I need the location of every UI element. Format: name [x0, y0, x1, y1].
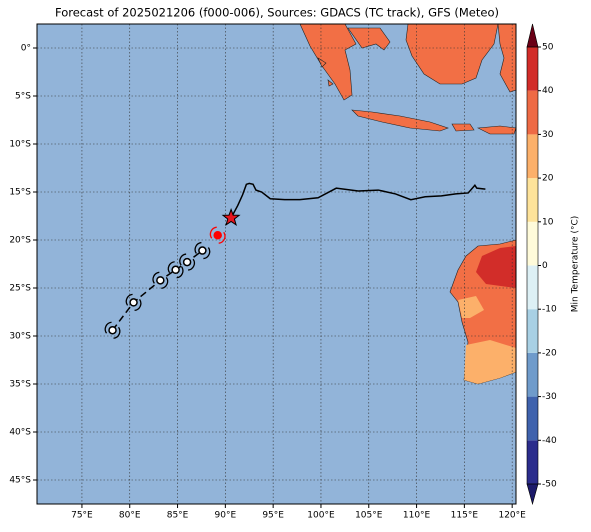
colorbar-extend-bottom — [526, 483, 539, 506]
y-tick-label: 40°S — [9, 428, 31, 438]
colorbar-tick-label: -20 — [542, 348, 557, 358]
colorbar-band — [527, 309, 538, 353]
x-tick-label: 85°E — [167, 511, 189, 521]
x-tick-label: 90°E — [215, 511, 237, 521]
colorbar-tick-label: -50 — [542, 480, 557, 490]
x-tick-label: 110°E — [403, 511, 431, 521]
colorbar-tick-label: 0 — [542, 261, 548, 271]
y-tick-label: 0° — [21, 44, 31, 54]
colorbar-extend-top — [526, 23, 539, 48]
current-position — [221, 207, 241, 226]
forecast-position — [171, 265, 180, 275]
y-tick-label: 30°S — [9, 332, 31, 342]
colorbar-tick-label: -10 — [542, 305, 557, 315]
forecast-position-arms — [167, 261, 184, 279]
colorbar-band — [527, 134, 538, 179]
colorbar-band — [527, 90, 538, 135]
y-tick-label: 25°S — [9, 284, 31, 294]
land — [299, 23, 517, 385]
y-tick-label: 10°S — [9, 140, 31, 150]
forecast-position — [198, 246, 207, 255]
colorbar-tick-label: -30 — [542, 392, 557, 402]
colorbar-tick-label: -40 — [542, 436, 557, 446]
y-tick-label: 35°S — [9, 380, 31, 390]
forecast-position — [108, 325, 117, 335]
map-frame — [36, 23, 517, 505]
colorbar-band — [527, 352, 538, 397]
colorbar-tick-label: 50 — [542, 43, 554, 53]
x-tick-label: 75°E — [71, 511, 93, 521]
colorbar-tick-label: 40 — [542, 86, 554, 96]
colorbar-band — [527, 221, 538, 266]
forecast-position — [156, 276, 165, 285]
colorbar-band — [527, 178, 538, 222]
y-tick-label: 20°S — [9, 236, 31, 246]
map-title: Forecast of 2025021206 (f000-006), Sourc… — [55, 6, 499, 20]
x-tick-label: 80°E — [119, 511, 141, 521]
x-tick-label: 115°E — [451, 511, 479, 521]
forecast-position — [182, 257, 192, 267]
colorbar-band — [527, 47, 538, 91]
x-tick-label: 95°E — [262, 511, 284, 521]
y-tick-label: 45°S — [9, 476, 31, 486]
colorbar-tick-label: 20 — [542, 174, 554, 184]
colorbar-label: Min Temperature (°C) — [571, 216, 581, 313]
forecast-position-arms — [104, 321, 121, 339]
ocean — [37, 24, 516, 504]
analysis-position-arms — [209, 226, 226, 244]
colorbar-band — [527, 440, 538, 484]
forecast-position-arms — [125, 293, 142, 312]
forecast-position — [129, 298, 138, 307]
track-line — [230, 182, 486, 219]
forecast-position-arms — [194, 241, 211, 260]
colorbar-band — [527, 265, 538, 310]
forecast-position-arms — [179, 253, 196, 271]
colorbar-tick-label: 10 — [542, 217, 554, 227]
y-tick-label: 5°S — [15, 92, 31, 102]
x-tick-label: 120°E — [498, 511, 526, 521]
x-tick-label: 100°E — [307, 511, 335, 521]
y-tick-label: 15°S — [9, 188, 31, 198]
colorbar-band — [527, 396, 538, 441]
forecast-position-arms — [152, 271, 169, 289]
colorbar-tick-label: 30 — [542, 130, 554, 140]
analysis-position — [213, 230, 222, 240]
x-tick-label: 105°E — [355, 511, 383, 521]
